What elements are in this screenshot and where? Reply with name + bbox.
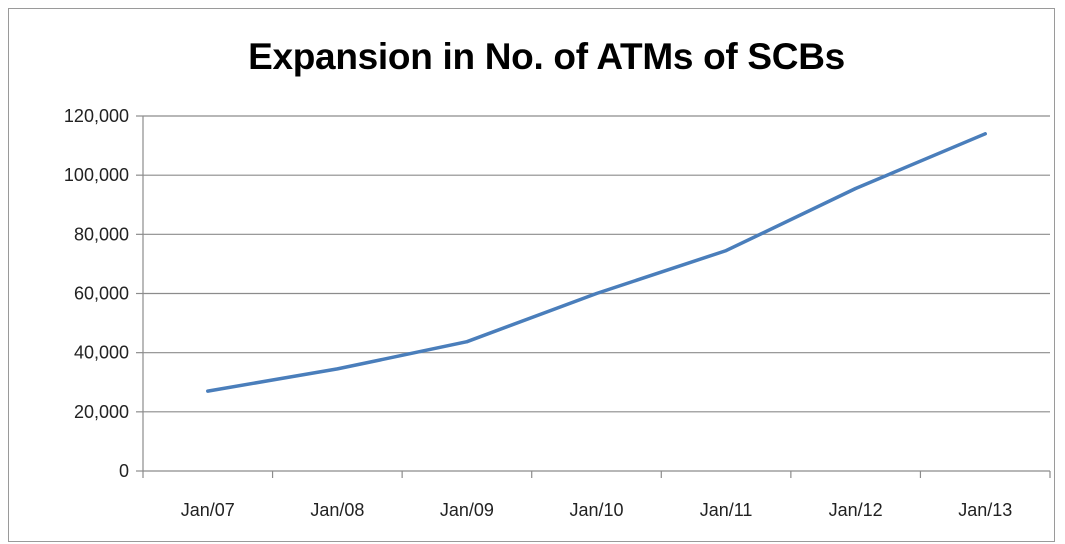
y-tick-label: 60,000: [74, 284, 129, 304]
data-point: [595, 292, 598, 295]
y-tick-label: 120,000: [64, 106, 129, 126]
y-tick-label: 20,000: [74, 402, 129, 422]
y-tick-label: 0: [119, 461, 129, 481]
x-tick-label: Jan/07: [181, 500, 235, 520]
x-tick-label: Jan/13: [958, 500, 1012, 520]
y-tick-label: 40,000: [74, 343, 129, 363]
x-tick-label: Jan/11: [700, 500, 753, 520]
y-tick-label: 80,000: [74, 224, 129, 244]
x-tick-label: Jan/09: [440, 500, 494, 520]
x-tick-label: Jan/08: [310, 500, 364, 520]
axes: [136, 115, 1051, 478]
chart-title: Expansion in No. of ATMs of SCBs: [248, 36, 845, 77]
data-point: [206, 389, 210, 393]
data-point: [983, 132, 987, 136]
y-axis-tick-labels: 0 20,000 40,000 60,000 80,000 100,000 120,000: [64, 106, 129, 481]
data-point: [465, 340, 469, 344]
chart-frame: [8, 8, 1055, 542]
data-point: [854, 186, 858, 190]
data-point: [724, 249, 728, 253]
data-point: [335, 367, 339, 371]
x-tick-label: Jan/10: [569, 500, 623, 520]
x-tick-label: Jan/12: [829, 500, 883, 520]
series-layer: [206, 132, 987, 393]
grid-lines: [143, 115, 1050, 413]
x-axis-tick-labels: Jan/07 Jan/08 Jan/09 Jan/10 Jan/11 Jan/12 Jan/…: [181, 500, 1012, 520]
y-tick-label: 100,000: [64, 165, 129, 185]
